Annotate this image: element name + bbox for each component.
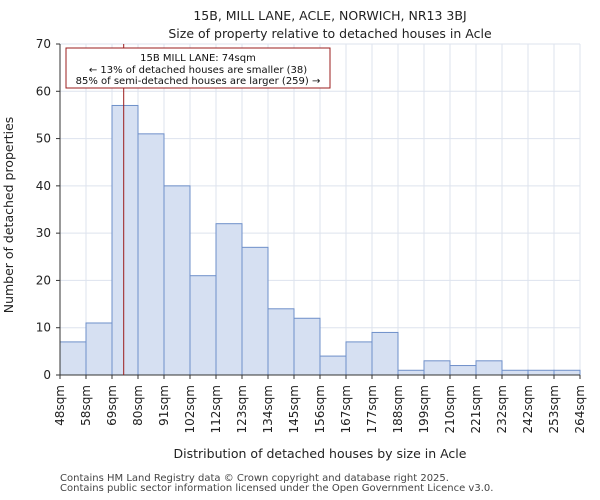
- x-tick-label: 112sqm: [209, 385, 223, 433]
- x-tick-label: 102sqm: [183, 385, 197, 433]
- histogram-bar: [293, 317, 321, 376]
- histogram-bar: [449, 365, 477, 376]
- x-tick-label: 199sqm: [417, 385, 431, 433]
- x-tick-label: 58sqm: [79, 385, 93, 426]
- y-tick-label: 40: [36, 179, 51, 193]
- y-tick-labels: 0 10 20 30 40 50 60 70: [36, 37, 51, 382]
- x-tick-label: 221sqm: [469, 385, 483, 433]
- histogram-bar: [59, 341, 87, 376]
- annotation-line-1: 15B MILL LANE: 74sqm: [140, 53, 256, 64]
- footer-line-2: Contains public sector information licen…: [60, 483, 494, 494]
- x-tick-label: 156sqm: [313, 385, 327, 433]
- x-tick-label: 242sqm: [521, 385, 535, 433]
- y-tick-label: 20: [36, 273, 51, 287]
- axes: [56, 43, 581, 379]
- chart-title-line2: Size of property relative to detached ho…: [168, 26, 492, 41]
- y-tick-label: 50: [36, 132, 51, 146]
- y-axis-label: Number of detached properties: [1, 117, 16, 314]
- histogram-bar: [371, 331, 399, 376]
- x-tick-label: 264sqm: [573, 385, 587, 433]
- x-tick-label: 145sqm: [287, 385, 301, 433]
- x-tick-label: 123sqm: [235, 385, 249, 433]
- footer-line-1: Contains HM Land Registry data © Crown c…: [60, 473, 449, 484]
- bars: [59, 104, 581, 376]
- x-tick-label: 91sqm: [157, 385, 171, 426]
- histogram-bar: [241, 246, 269, 376]
- histogram-bar: [319, 355, 347, 376]
- histogram-bar: [267, 308, 295, 376]
- y-tick-label: 10: [36, 321, 51, 335]
- chart-title-line1: 15B, MILL LANE, ACLE, NORWICH, NR13 3BJ: [193, 8, 466, 23]
- histogram-bar: [85, 322, 113, 376]
- y-tick-label: 0: [43, 368, 51, 382]
- histogram-bar: [111, 104, 139, 376]
- histogram-bar: [397, 369, 425, 376]
- x-tick-label: 48sqm: [53, 385, 67, 426]
- histogram-bar: [163, 185, 191, 376]
- histogram-bar: [553, 369, 581, 376]
- x-tick-label: 69sqm: [105, 385, 119, 426]
- histogram-bar: [189, 275, 217, 376]
- x-tick-label: 232sqm: [495, 385, 509, 433]
- x-tick-label: 210sqm: [443, 385, 457, 433]
- histogram-bar: [475, 360, 503, 376]
- histogram-bar: [215, 223, 243, 376]
- histogram-bar: [501, 369, 529, 376]
- annotation-box: [65, 47, 331, 89]
- histogram-bar: [137, 133, 165, 376]
- y-tick-label: 60: [36, 84, 51, 98]
- histogram-bar: [527, 369, 555, 376]
- annotation-line-2: ← 13% of detached houses are smaller (38…: [89, 65, 307, 76]
- x-tick-label: 253sqm: [547, 385, 561, 433]
- x-axis-label: Distribution of detached houses by size …: [174, 446, 467, 461]
- histogram-bar: [423, 360, 451, 376]
- y-tick-label: 30: [36, 226, 51, 240]
- x-tick-label: 167sqm: [339, 385, 353, 433]
- x-tick-label: 188sqm: [391, 385, 405, 433]
- annotation-line-3: 85% of semi-detached houses are larger (…: [76, 76, 321, 87]
- x-tick-label: 134sqm: [261, 385, 275, 433]
- x-tick-labels: 48sqm 58sqm 69sqm 80sqm 91sqm 102sqm 112sqm 123…: [53, 385, 587, 433]
- x-tick-label: 80sqm: [131, 385, 145, 426]
- x-tick-label: 177sqm: [365, 385, 379, 433]
- y-tick-label: 70: [36, 37, 51, 51]
- histogram-bar: [345, 341, 373, 376]
